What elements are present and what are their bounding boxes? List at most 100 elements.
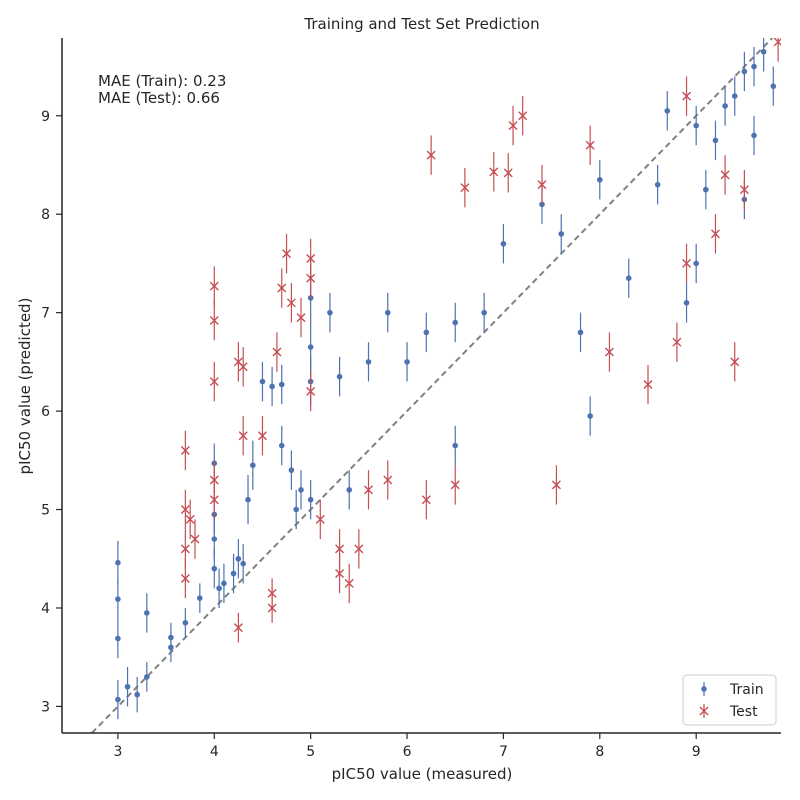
legend-train-label: Train xyxy=(729,682,764,698)
identity-line-layer xyxy=(91,38,774,733)
chart-title: Training and Test Set Prediction xyxy=(303,15,539,33)
train-point xyxy=(144,662,150,692)
test-point xyxy=(682,76,692,116)
train-point xyxy=(365,342,372,382)
train-point xyxy=(115,579,121,619)
train-point xyxy=(452,302,459,343)
train-point xyxy=(240,543,246,584)
train-point xyxy=(712,120,719,161)
test-point xyxy=(282,233,292,274)
test-point xyxy=(421,480,431,520)
x-tick-label: 4 xyxy=(210,744,219,760)
test-point xyxy=(503,153,513,193)
test-series xyxy=(180,38,781,643)
test-point xyxy=(710,214,720,254)
y-tick-label: 8 xyxy=(41,207,50,223)
x-tick-label: 6 xyxy=(403,744,412,760)
train-point xyxy=(336,356,343,397)
train-point xyxy=(654,164,661,205)
test-point xyxy=(306,371,316,412)
test-point xyxy=(286,283,296,323)
train-point xyxy=(500,224,507,264)
test-point xyxy=(209,480,219,520)
train-point xyxy=(703,169,709,210)
train-point xyxy=(481,292,487,333)
test-point xyxy=(426,135,436,175)
train-point xyxy=(452,425,459,466)
train-point xyxy=(664,91,671,131)
test-point xyxy=(238,347,248,387)
train-point xyxy=(751,115,757,156)
legend-test-label: Test xyxy=(729,704,758,720)
test-point xyxy=(238,416,248,456)
test-point xyxy=(277,268,287,308)
y-tick-label: 9 xyxy=(41,109,50,125)
test-point xyxy=(209,266,219,306)
test-point xyxy=(585,125,595,165)
train-point xyxy=(423,312,430,353)
train-point xyxy=(250,440,256,490)
train-point xyxy=(307,480,314,520)
test-point xyxy=(730,342,740,382)
train-point xyxy=(168,622,174,653)
mae-train-annotation: MAE (Train): 0.23 xyxy=(98,72,226,90)
train-point xyxy=(722,86,728,126)
train-point xyxy=(235,539,242,579)
x-tick-label: 5 xyxy=(306,744,315,760)
train-point xyxy=(693,243,699,284)
test-point xyxy=(383,460,393,500)
test-point xyxy=(306,258,316,298)
train-point xyxy=(278,364,285,405)
test-point xyxy=(604,332,614,372)
train-point xyxy=(182,607,189,638)
test-point xyxy=(739,169,749,210)
train-point xyxy=(269,366,275,407)
train-point xyxy=(115,541,121,585)
test-point xyxy=(233,612,243,643)
train-point xyxy=(211,548,218,589)
test-point xyxy=(518,96,528,136)
x-tick-label: 7 xyxy=(499,744,508,760)
test-point xyxy=(773,38,781,62)
y-tick-label: 3 xyxy=(41,699,50,715)
test-point xyxy=(537,164,547,205)
test-point xyxy=(190,519,200,559)
train-point xyxy=(278,425,285,466)
mae-test-annotation: MAE (Test): 0.66 xyxy=(98,89,220,107)
train-point xyxy=(693,105,699,146)
train-point xyxy=(741,51,748,92)
train-point xyxy=(327,292,333,333)
test-point xyxy=(180,558,190,599)
y-tick-label: 5 xyxy=(41,503,50,519)
test-point xyxy=(460,167,470,208)
axes xyxy=(61,38,781,734)
train-point xyxy=(124,667,131,707)
train-point xyxy=(245,475,251,525)
train-point xyxy=(404,342,410,382)
train-point xyxy=(115,679,121,720)
test-point xyxy=(209,300,219,341)
test-point xyxy=(354,529,364,569)
train-point xyxy=(770,66,777,106)
test-point xyxy=(233,342,243,382)
legend-train-marker xyxy=(701,682,707,696)
train-series xyxy=(115,38,777,720)
legend-test-marker xyxy=(699,704,709,718)
test-point xyxy=(335,553,345,594)
test-point xyxy=(180,489,190,530)
train-point xyxy=(587,396,593,436)
train-point xyxy=(731,76,738,116)
test-point xyxy=(672,322,682,362)
test-point xyxy=(272,332,282,372)
train-point xyxy=(259,361,266,402)
train-point xyxy=(298,470,304,510)
train-point xyxy=(197,583,203,613)
train-point xyxy=(144,593,150,633)
test-point xyxy=(508,105,518,146)
test-point xyxy=(209,361,219,402)
y-tick-label: 6 xyxy=(41,404,50,420)
test-point xyxy=(551,465,561,505)
train-point xyxy=(134,676,140,713)
